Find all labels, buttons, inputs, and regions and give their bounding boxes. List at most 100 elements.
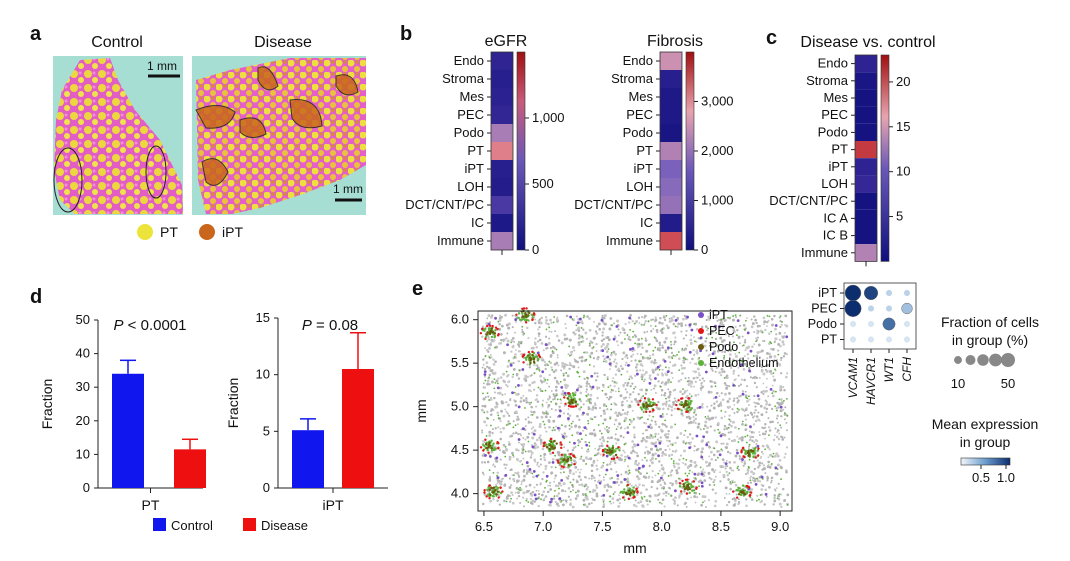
heatmap-cell (855, 123, 877, 141)
background-cell (654, 423, 658, 426)
background-cell (750, 318, 753, 321)
endothelium-cell (547, 364, 549, 366)
pec-cell (655, 403, 658, 407)
ipt-cell (688, 350, 692, 354)
background-cell (712, 480, 715, 484)
background-cell (656, 447, 659, 450)
background-cell (707, 415, 709, 418)
background-cell (624, 322, 627, 326)
pec-cell (571, 405, 575, 408)
endothelium-cell (658, 368, 661, 371)
background-cell (509, 398, 512, 400)
background-cell (774, 327, 777, 331)
background-cell (660, 502, 663, 505)
background-cell (773, 355, 777, 358)
background-cell (578, 418, 581, 421)
background-cell (780, 335, 784, 338)
background-cell (767, 319, 770, 322)
background-cell (657, 400, 660, 404)
background-cell (689, 463, 693, 467)
endothelium-cell (676, 353, 678, 356)
pec-cell (479, 331, 483, 335)
background-cell (771, 347, 775, 351)
background-cell (727, 500, 731, 504)
heatmap-cell (491, 124, 513, 142)
background-cell (537, 492, 541, 496)
endothelium-cell (610, 408, 612, 411)
endothelium-cell (637, 471, 640, 473)
background-cell (643, 438, 646, 441)
endothelium-cell (753, 452, 757, 455)
background-cell (743, 410, 746, 413)
glomerulus (601, 444, 621, 461)
background-cell (530, 347, 533, 350)
background-cell (576, 414, 579, 418)
background-cell (724, 392, 727, 396)
background-cell (713, 360, 717, 363)
endothelium-cell (684, 429, 687, 432)
background-cell (778, 363, 782, 367)
background-cell (504, 449, 508, 452)
background-cell (714, 499, 718, 503)
podo-cell (645, 405, 648, 409)
background-cell (649, 354, 652, 357)
background-cell (617, 484, 620, 487)
background-cell (707, 354, 710, 357)
podo-cell (648, 404, 651, 408)
background-cell (685, 396, 687, 399)
endothelium-cell (531, 472, 534, 475)
background-cell (527, 416, 530, 419)
background-cell (590, 351, 594, 355)
background-cell (756, 459, 759, 462)
endothelium-cell (568, 399, 571, 402)
endothelium-cell (713, 447, 716, 450)
pec-cell (487, 451, 490, 454)
background-cell (535, 489, 538, 492)
endothelium-cell (607, 348, 610, 350)
ipt-cell (736, 451, 739, 455)
endothelium-cell (586, 376, 589, 379)
background-cell (729, 325, 732, 329)
endothelium-cell (785, 397, 788, 400)
background-cell (641, 505, 645, 508)
background-cell (732, 318, 735, 322)
background-cell (615, 362, 618, 365)
background-cell (542, 498, 545, 502)
background-cell (499, 420, 502, 423)
background-cell (661, 451, 665, 454)
pec-cell (564, 402, 567, 406)
background-cell (767, 426, 771, 429)
background-cell (559, 467, 563, 471)
background-cell (738, 436, 742, 440)
background-cell (499, 449, 501, 452)
background-cell (725, 503, 729, 507)
background-cell (525, 400, 529, 404)
background-cell (538, 318, 542, 321)
background-cell (606, 342, 610, 346)
background-cell (517, 340, 521, 344)
endothelium-cell (755, 499, 758, 502)
background-cell (632, 390, 635, 394)
background-cell (498, 318, 502, 322)
background-cell (672, 450, 674, 453)
endothelium-cell (530, 313, 533, 316)
ipt-cell (560, 386, 564, 389)
background-cell (684, 501, 687, 505)
endothelium-cell (524, 450, 527, 453)
background-cell (713, 504, 717, 508)
background-cell (539, 438, 543, 442)
podo-cell (568, 402, 572, 406)
background-cell (619, 394, 622, 397)
background-cell (525, 398, 528, 402)
background-cell (606, 376, 609, 379)
background-cell (749, 435, 753, 439)
background-cell (735, 316, 737, 319)
background-cell (673, 502, 677, 505)
background-cell (752, 431, 756, 434)
background-cell (634, 335, 638, 338)
background-cell (749, 476, 752, 479)
background-cell (716, 344, 720, 348)
background-cell (656, 373, 660, 377)
ipt-cell (627, 364, 630, 367)
heatmap-cell (855, 209, 877, 227)
